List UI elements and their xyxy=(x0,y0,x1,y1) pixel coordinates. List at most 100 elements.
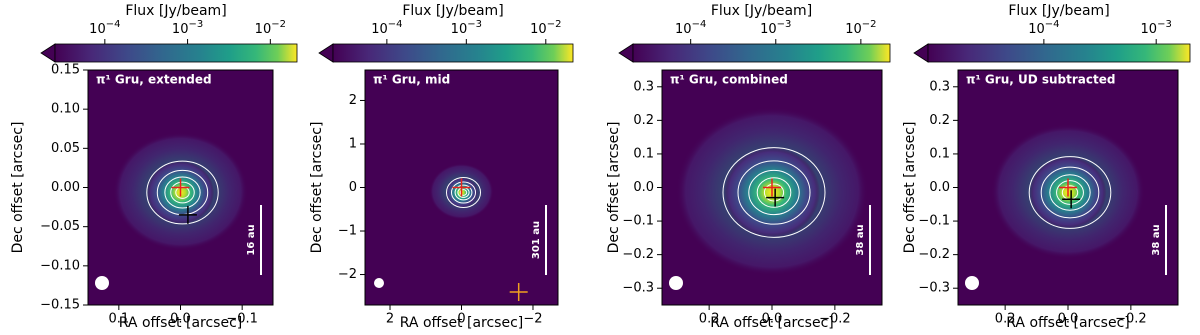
colorbar xyxy=(632,43,891,63)
colorbar-tick-label: 10−4 xyxy=(675,19,706,37)
y-axis-label: Dec offset [arcsec] xyxy=(309,122,325,254)
marker-cross xyxy=(171,178,190,197)
panel-title: π¹ Gru, UD subtracted xyxy=(966,73,1115,87)
y-tick-label: 0.05 xyxy=(51,141,80,156)
colorbar xyxy=(927,43,1191,63)
y-tick-label: −0.1 xyxy=(918,214,950,229)
y-tick-label: −0.15 xyxy=(40,298,80,313)
marker-cross xyxy=(766,188,785,207)
y-tick-label: −0.05 xyxy=(40,219,80,234)
y-tick-label: 0.2 xyxy=(633,113,654,128)
contour xyxy=(170,181,195,204)
y-tick-label: 0.10 xyxy=(51,102,80,117)
x-axis-label: RA offset [arcsec] xyxy=(119,315,243,331)
colorbar-tick-label: 10−2 xyxy=(845,19,876,37)
panel-title: π¹ Gru, extended xyxy=(96,73,212,87)
y-axis-label: Dec offset [arcsec] xyxy=(10,122,26,254)
x-tick-label: 0.2 xyxy=(995,312,1016,327)
scale-bar-label: 38 au xyxy=(1151,224,1162,255)
y-tick-label: −0.3 xyxy=(622,281,654,296)
beam xyxy=(95,276,109,290)
colorbar-extend xyxy=(318,43,334,63)
y-tick-label: −2 xyxy=(338,267,357,282)
marker-cross xyxy=(509,282,528,301)
y-tick-label: 0.1 xyxy=(633,146,654,161)
y-tick-label: −0.10 xyxy=(40,258,80,273)
panel-title: π¹ Gru, combined xyxy=(670,73,788,87)
contour xyxy=(722,147,826,238)
colorbar-tick-label: 10−2 xyxy=(255,19,286,37)
y-tick-label: 0.0 xyxy=(633,180,654,195)
x-tick-label: 0.0 xyxy=(762,312,783,327)
contour xyxy=(1056,180,1084,205)
beam xyxy=(374,278,384,288)
y-tick-label: 0.2 xyxy=(929,113,950,128)
y-tick-label: 2 xyxy=(349,93,357,108)
x-tick-label: −0.2 xyxy=(1115,312,1147,327)
colorbar xyxy=(332,43,574,63)
y-tick-label: −0.2 xyxy=(622,247,654,262)
colorbar-tick-label: 10−4 xyxy=(89,19,120,37)
marker-cross xyxy=(763,178,781,197)
contour xyxy=(1028,156,1112,229)
contour xyxy=(737,160,811,225)
colorbar-tick-label: 10−4 xyxy=(371,19,402,37)
x-tick-label: −2 xyxy=(523,312,542,327)
scale-bar-label: 301 au xyxy=(531,221,542,259)
contour xyxy=(451,181,476,204)
contour xyxy=(175,186,190,199)
y-tick-label: 0.00 xyxy=(51,180,80,195)
contour xyxy=(164,176,201,209)
colorbar-tick-label: 10−3 xyxy=(172,19,203,37)
y-tick-label: 0.15 xyxy=(51,63,80,78)
x-tick-label: −0.1 xyxy=(226,312,258,327)
x-axis-label: RA offset [arcsec] xyxy=(400,315,524,331)
colorbar-tick-label: 10−4 xyxy=(1028,19,1059,37)
colorbar-tick-label: 10−3 xyxy=(451,19,482,37)
colorbar-extend xyxy=(913,43,929,63)
y-tick-label: −0.2 xyxy=(918,247,950,262)
scale-bar-label: 38 au xyxy=(855,224,866,255)
y-tick-label: −0.3 xyxy=(918,281,950,296)
colorbar-label: Flux [Jy/beam] xyxy=(711,3,812,19)
contour xyxy=(1049,174,1091,211)
contour xyxy=(454,184,473,201)
colorbar-label: Flux [Jy/beam] xyxy=(1008,3,1109,19)
beam xyxy=(965,276,979,290)
y-tick-label: 0.1 xyxy=(929,146,950,161)
colorbar-extend xyxy=(618,43,634,63)
y-axis-label: Dec offset [arcsec] xyxy=(902,122,918,254)
x-tick-label: 0.0 xyxy=(170,312,191,327)
x-axis-label: RA offset [arcsec] xyxy=(710,315,834,331)
colorbar xyxy=(54,43,298,63)
y-tick-label: 0.3 xyxy=(929,79,950,94)
contour xyxy=(756,177,792,208)
marker-cross xyxy=(1059,178,1077,197)
beam xyxy=(669,276,683,290)
marker-cross xyxy=(1062,190,1081,209)
contour xyxy=(146,160,219,225)
marker-cross xyxy=(452,178,471,197)
contour xyxy=(748,169,800,216)
panel-title: π¹ Gru, mid xyxy=(373,73,450,87)
contour xyxy=(1040,166,1100,219)
y-axis-label: Dec offset [arcsec] xyxy=(606,122,622,254)
colorbar-label: Flux [Jy/beam] xyxy=(402,3,503,19)
colorbar-tick-label: 10−3 xyxy=(1141,19,1172,37)
marker-cross xyxy=(178,205,197,224)
x-tick-label: 0 xyxy=(457,312,465,327)
colorbar-label: Flux [Jy/beam] xyxy=(125,3,226,19)
x-tick-label: −0.2 xyxy=(819,312,851,327)
contour xyxy=(446,177,481,208)
x-tick-label: 2 xyxy=(386,312,394,327)
y-tick-label: 1 xyxy=(349,136,357,151)
colorbar-extend xyxy=(40,43,56,63)
y-tick-label: 0.3 xyxy=(633,79,654,94)
colorbar-tick-label: 10−2 xyxy=(530,19,561,37)
colorbar-tick-label: 10−3 xyxy=(760,19,791,37)
contour xyxy=(763,183,785,202)
scale-bar-label: 16 au xyxy=(246,224,257,255)
x-tick-label: 0.1 xyxy=(108,312,129,327)
x-tick-label: 0.0 xyxy=(1058,312,1079,327)
